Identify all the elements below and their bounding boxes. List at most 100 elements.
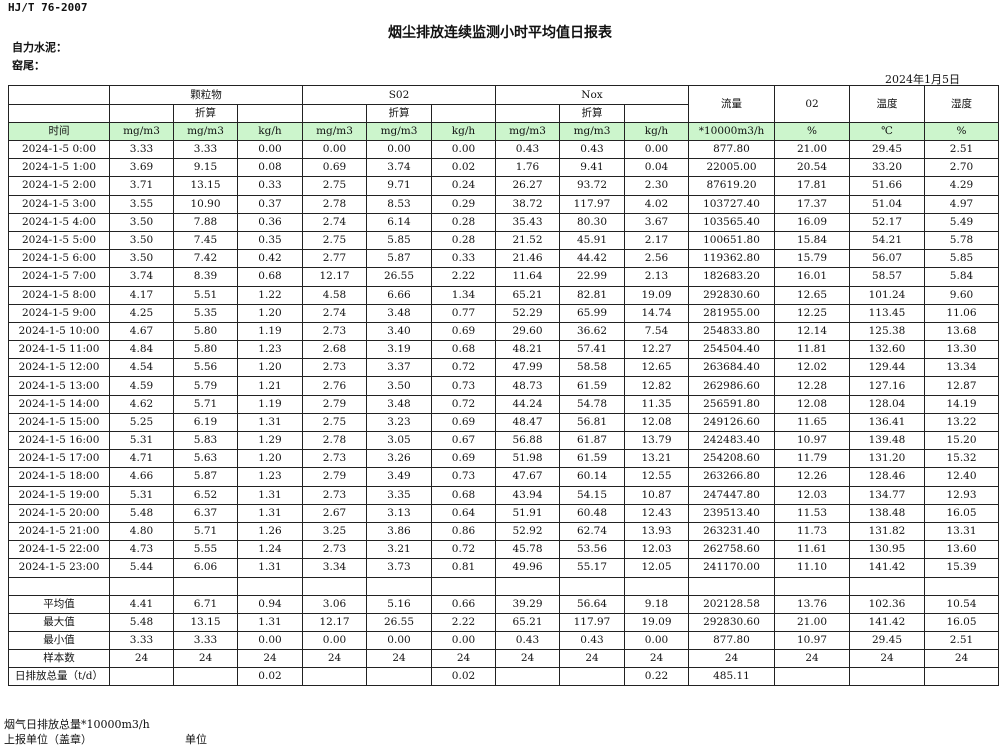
- value-cell: 132.60: [849, 340, 925, 360]
- value-cell: 4.71: [109, 449, 174, 469]
- value-cell: 2.22: [431, 267, 496, 287]
- value-cell: 51.04: [849, 194, 925, 214]
- value-cell: 0.02: [431, 158, 496, 178]
- row-label-cell: 最大值: [8, 612, 110, 632]
- value-cell: 0.08: [237, 158, 303, 178]
- value-cell: 12.26: [774, 467, 850, 487]
- flue-gas-total-note: 烟气日排放总量*10000m3/h: [4, 718, 150, 731]
- row-label-cell: 2024-1-5 9:00: [8, 303, 110, 323]
- table-row: 2024-1-5 14:00 4.62 5.71 1.19 2.79 3.48 0.72 44…: [8, 394, 999, 414]
- value-cell: 7.42: [173, 249, 238, 269]
- value-cell: 33.20: [849, 158, 925, 178]
- value-cell: 0.69: [431, 321, 496, 342]
- value-cell: 136.41: [849, 412, 925, 433]
- value-cell: 13.76: [774, 594, 850, 614]
- value-cell: 141.42: [849, 612, 925, 632]
- value-cell: 254208.60: [688, 449, 775, 469]
- row-label-cell: 2024-1-5 5:00: [8, 230, 110, 251]
- row-label-cell: 2024-1-5 13:00: [8, 376, 110, 396]
- value-cell: 117.97: [559, 612, 625, 632]
- value-cell: 24: [302, 649, 367, 669]
- value-cell: 5.35: [173, 303, 238, 323]
- value-cell: 11.06: [924, 303, 999, 323]
- value-cell: 24: [688, 649, 775, 669]
- row-label-cell: 2024-1-5 7:00: [8, 267, 110, 287]
- value-cell: 4.02: [624, 194, 689, 214]
- table-row: 2024-1-5 11:00 4.84 5.80 1.23 2.68 3.19 0.68 48…: [8, 340, 999, 360]
- value-cell: 12.02: [774, 358, 850, 378]
- report-date: 2024年1月5日: [885, 73, 960, 86]
- value-cell: 3.33: [109, 630, 174, 651]
- table-row: 2024-1-5 18:00 4.66 5.87 1.23 2.79 3.49 0.73 47…: [8, 467, 999, 487]
- value-cell: 15.84: [774, 230, 850, 251]
- value-cell: 53.56: [559, 540, 625, 560]
- header-blank: [624, 104, 689, 123]
- value-cell: 0.68: [237, 267, 303, 287]
- value-cell: 0.68: [431, 485, 496, 505]
- value-cell: 242483.40: [688, 430, 775, 451]
- value-cell: 5.16: [366, 594, 432, 614]
- table-row: 2024-1-5 0:00 3.33 3.33 0.00 0.00 0.00 0.00 0.4…: [8, 139, 999, 160]
- value-cell: 12.82: [624, 376, 689, 396]
- value-cell: 21.46: [495, 249, 560, 269]
- value-cell: %: [924, 122, 999, 141]
- value-cell: 292830.60: [688, 612, 775, 632]
- value-cell: 9.71: [366, 176, 432, 196]
- value-cell: 12.28: [774, 376, 850, 396]
- kiln-label: 窑尾：: [12, 59, 45, 72]
- value-cell: 11.61: [774, 540, 850, 560]
- header-converted-particulate: 折算: [173, 104, 238, 123]
- row-label-cell: 2024-1-5 8:00: [8, 285, 110, 305]
- row-label-cell: 2024-1-5 14:00: [8, 394, 110, 414]
- value-cell: [559, 576, 625, 596]
- value-cell: 3.49: [366, 467, 432, 487]
- value-cell: 3.33: [173, 139, 238, 160]
- summary-row: 样本数 24 24 24 24 24 24 24 24 24 24 24 24 24: [8, 649, 999, 669]
- summary-row: 平均值 4.41 6.71 0.94 3.06 5.16 0.66 39.29 56.64 9.1…: [8, 594, 999, 614]
- value-cell: 15.32: [924, 449, 999, 469]
- value-cell: 5.55: [173, 540, 238, 560]
- value-cell: 3.55: [109, 194, 174, 214]
- value-cell: 3.48: [366, 394, 432, 414]
- value-cell: 2.51: [924, 139, 999, 160]
- value-cell: 13.21: [624, 449, 689, 469]
- value-cell: 39.29: [495, 594, 560, 614]
- value-cell: 281955.00: [688, 303, 775, 323]
- table-row: 2024-1-5 16:00 5.31 5.83 1.29 2.78 3.05 0.67 56…: [8, 430, 999, 451]
- value-cell: 7.88: [173, 212, 238, 232]
- row-label-cell: 2024-1-5 17:00: [8, 449, 110, 469]
- value-cell: 10.87: [624, 485, 689, 505]
- value-cell: 6.06: [173, 558, 238, 578]
- value-cell: 11.10: [774, 558, 850, 578]
- value-cell: 6.37: [173, 503, 238, 523]
- value-cell: 3.23: [366, 412, 432, 433]
- value-cell: 0.77: [431, 303, 496, 323]
- value-cell: 5.71: [173, 521, 238, 542]
- value-cell: 0.66: [431, 594, 496, 614]
- value-cell: 56.81: [559, 412, 625, 433]
- value-cell: 26.55: [366, 267, 432, 287]
- value-cell: 6.66: [366, 285, 432, 305]
- value-cell: 65.21: [495, 285, 560, 305]
- value-cell: [109, 667, 174, 687]
- value-cell: 5.79: [173, 376, 238, 396]
- value-cell: 0.73: [431, 376, 496, 396]
- value-cell: 3.19: [366, 340, 432, 360]
- row-label-cell: 2024-1-5 10:00: [8, 321, 110, 342]
- value-cell: 0.00: [302, 630, 367, 651]
- value-cell: 4.97: [924, 194, 999, 214]
- value-cell: 14.19: [924, 394, 999, 414]
- value-cell: 202128.58: [688, 594, 775, 614]
- value-cell: 3.33: [173, 630, 238, 651]
- value-cell: [849, 667, 925, 687]
- value-cell: 60.48: [559, 503, 625, 523]
- value-cell: 5.87: [366, 249, 432, 269]
- value-cell: 2.74: [302, 212, 367, 232]
- value-cell: 11.65: [774, 412, 850, 433]
- value-cell: 44.24: [495, 394, 560, 414]
- value-cell: 0.86: [431, 521, 496, 542]
- value-cell: 24: [849, 649, 925, 669]
- value-cell: 0.24: [431, 176, 496, 196]
- value-cell: 5.31: [109, 430, 174, 451]
- value-cell: 5.48: [109, 612, 174, 632]
